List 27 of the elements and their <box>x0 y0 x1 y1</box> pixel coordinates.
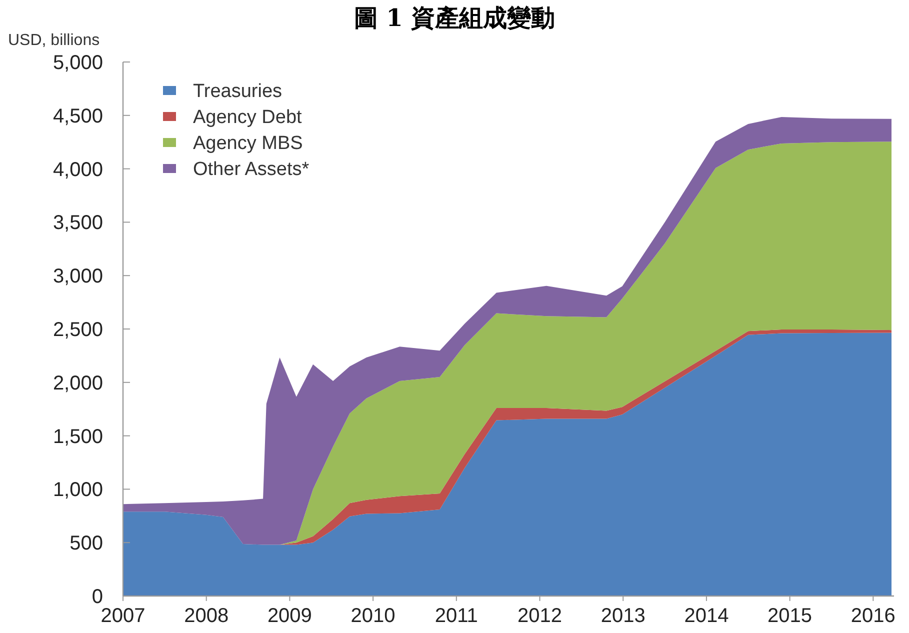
x-tick-label: 2010 <box>350 605 396 627</box>
chart-title: 圖 1 資產組成變動 <box>354 3 556 32</box>
y-tick-label: 500 <box>70 532 103 555</box>
legend-label: Other Assets* <box>193 159 310 180</box>
x-tick-label: 2014 <box>684 605 729 627</box>
x-tick-label: 2009 <box>267 605 312 627</box>
y-tick-label: 2,000 <box>52 372 103 394</box>
y-tick-label: 4,000 <box>52 158 103 181</box>
legend-label: Treasuries <box>193 81 282 102</box>
legend-label: Agency MBS <box>193 133 303 154</box>
y-tick-label: 1,500 <box>52 426 103 448</box>
x-tick-label: 2011 <box>434 605 478 627</box>
y-tick-label: 2,500 <box>52 319 103 341</box>
y-tick-label: 3,000 <box>52 266 103 288</box>
y-tick-label: 5,000 <box>52 52 103 74</box>
y-tick-label: 0 <box>92 586 103 608</box>
x-tick-label: 2007 <box>100 605 146 627</box>
y-tick-label: 1,000 <box>52 479 103 502</box>
x-tick-label: 2012 <box>518 605 562 627</box>
x-tick-label: 2008 <box>184 605 229 627</box>
legend-label: Agency Debt <box>193 107 303 128</box>
y-tick-label: 4,500 <box>52 105 103 128</box>
y-tick-label: 3,500 <box>52 212 103 234</box>
y-axis-title: USD, billions <box>8 32 100 49</box>
x-tick-label: 2016 <box>850 605 896 627</box>
x-tick-label: 2015 <box>768 605 812 627</box>
x-tick-label: 2013 <box>600 605 646 627</box>
